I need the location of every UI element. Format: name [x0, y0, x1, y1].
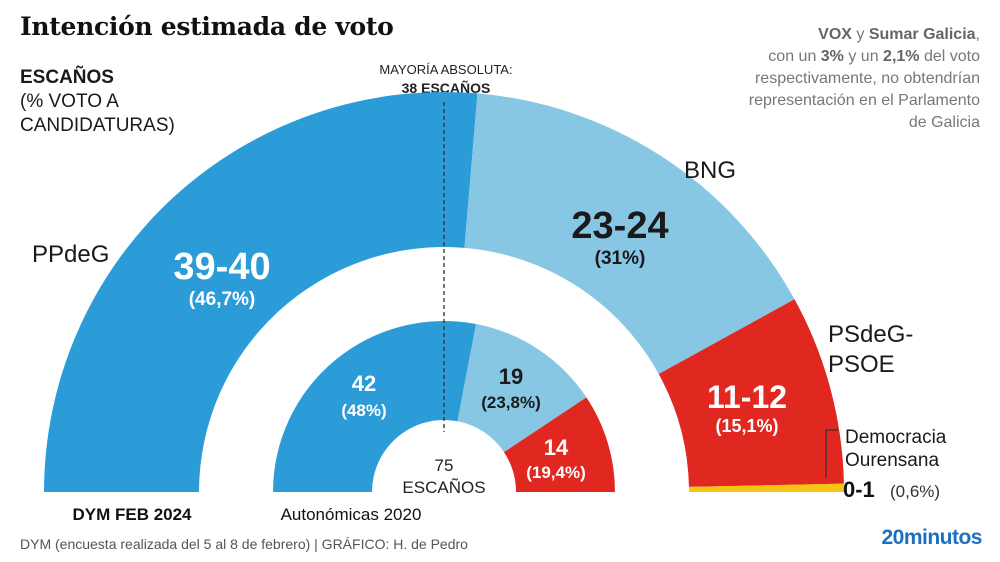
arc-2020-psdeg-psoe	[503, 397, 615, 492]
label-psoe-line2: PSOE	[828, 351, 895, 378]
legend-vote-label-line2: CANDIDATURAS)	[20, 115, 175, 136]
brand-logo: 20minutos	[881, 526, 982, 549]
value-psoe-seats: 11-12	[707, 379, 787, 415]
note-and-one: y un	[843, 48, 884, 65]
inner-ring	[273, 321, 615, 492]
arc-2020-ppdeg	[273, 321, 477, 492]
arc-democracia-ourensana	[688, 483, 844, 492]
note-line4: representación en el Parlamento	[748, 92, 980, 109]
outer-ring-name: DYM FEB 2024	[72, 505, 192, 524]
arc-ppdeg	[44, 91, 478, 493]
majority-line1: MAYORÍA ABSOLUTA:	[379, 62, 513, 77]
legend-vote-label-line1: (% VOTO A	[20, 91, 119, 112]
value-ppdeg-vote: (46,7%)	[189, 289, 256, 310]
note-vox-pct: 3%	[820, 48, 844, 65]
majority-line2: 38 ESCAÑOS	[401, 80, 491, 96]
footer-source: DYM (encuesta realizada del 5 al 8 de fe…	[20, 536, 468, 552]
value-ppdeg-seats: 39-40	[173, 246, 270, 288]
value-do-vote: (0,6%)	[890, 482, 940, 501]
note-sumar: Sumar Galicia	[868, 26, 976, 43]
note-text: VOX y Sumar Galicia, con un 3% y un 2,1%…	[680, 24, 980, 134]
value-do-seats: 0-1	[843, 477, 875, 502]
arc-psdeg-psoe	[658, 299, 844, 487]
value-2020-bng-vote: (23,8%)	[481, 393, 541, 412]
value-2020-psoe-vote: (19,4%)	[526, 463, 586, 482]
value-2020-bng-seats: 19	[499, 364, 523, 389]
value-psoe-vote: (15,1%)	[715, 416, 778, 436]
legend-heading: ESCAÑOS (% VOTO A CANDIDATURAS)	[20, 66, 175, 138]
arc-bng	[464, 93, 795, 374]
label-do-line2: Ourensana	[845, 450, 939, 471]
total-seats-number: 75	[435, 456, 454, 475]
legend-seats-label: ESCAÑOS	[20, 67, 114, 88]
label-psoe-line1: PSdeG-	[828, 321, 913, 348]
value-bng-seats: 23-24	[571, 205, 668, 247]
value-2020-psoe-seats: 14	[544, 435, 569, 460]
note-vox: VOX	[818, 26, 852, 43]
inner-ring-name: Autonómicas 2020	[281, 505, 422, 524]
note-line3: respectivamente, no obtendrían	[754, 70, 980, 87]
note-with: con un	[768, 48, 821, 65]
label-bng: BNG	[684, 157, 736, 184]
do-leader-line	[825, 429, 838, 478]
note-of-vote: del voto	[919, 48, 980, 65]
majority-annotation: MAYORÍA ABSOLUTA: 38 ESCAÑOS	[356, 60, 536, 98]
outer-ring	[44, 91, 844, 493]
arc-2020-bng	[457, 324, 587, 453]
note-comma: ,	[975, 26, 980, 43]
total-seats-label: ESCAÑOS	[402, 478, 485, 497]
chart-title: Intención estimada de voto	[20, 12, 394, 41]
note-and: y	[851, 26, 869, 43]
label-ppdeg: PPdeG	[32, 241, 109, 268]
value-2020-ppdeg-seats: 42	[352, 371, 376, 396]
note-line5: de Galicia	[908, 114, 980, 131]
value-bng-vote: (31%)	[595, 248, 646, 269]
note-sumar-pct: 2,1%	[883, 48, 920, 65]
value-2020-ppdeg-vote: (48%)	[341, 401, 386, 420]
label-do-line1: Democracia	[845, 427, 947, 448]
